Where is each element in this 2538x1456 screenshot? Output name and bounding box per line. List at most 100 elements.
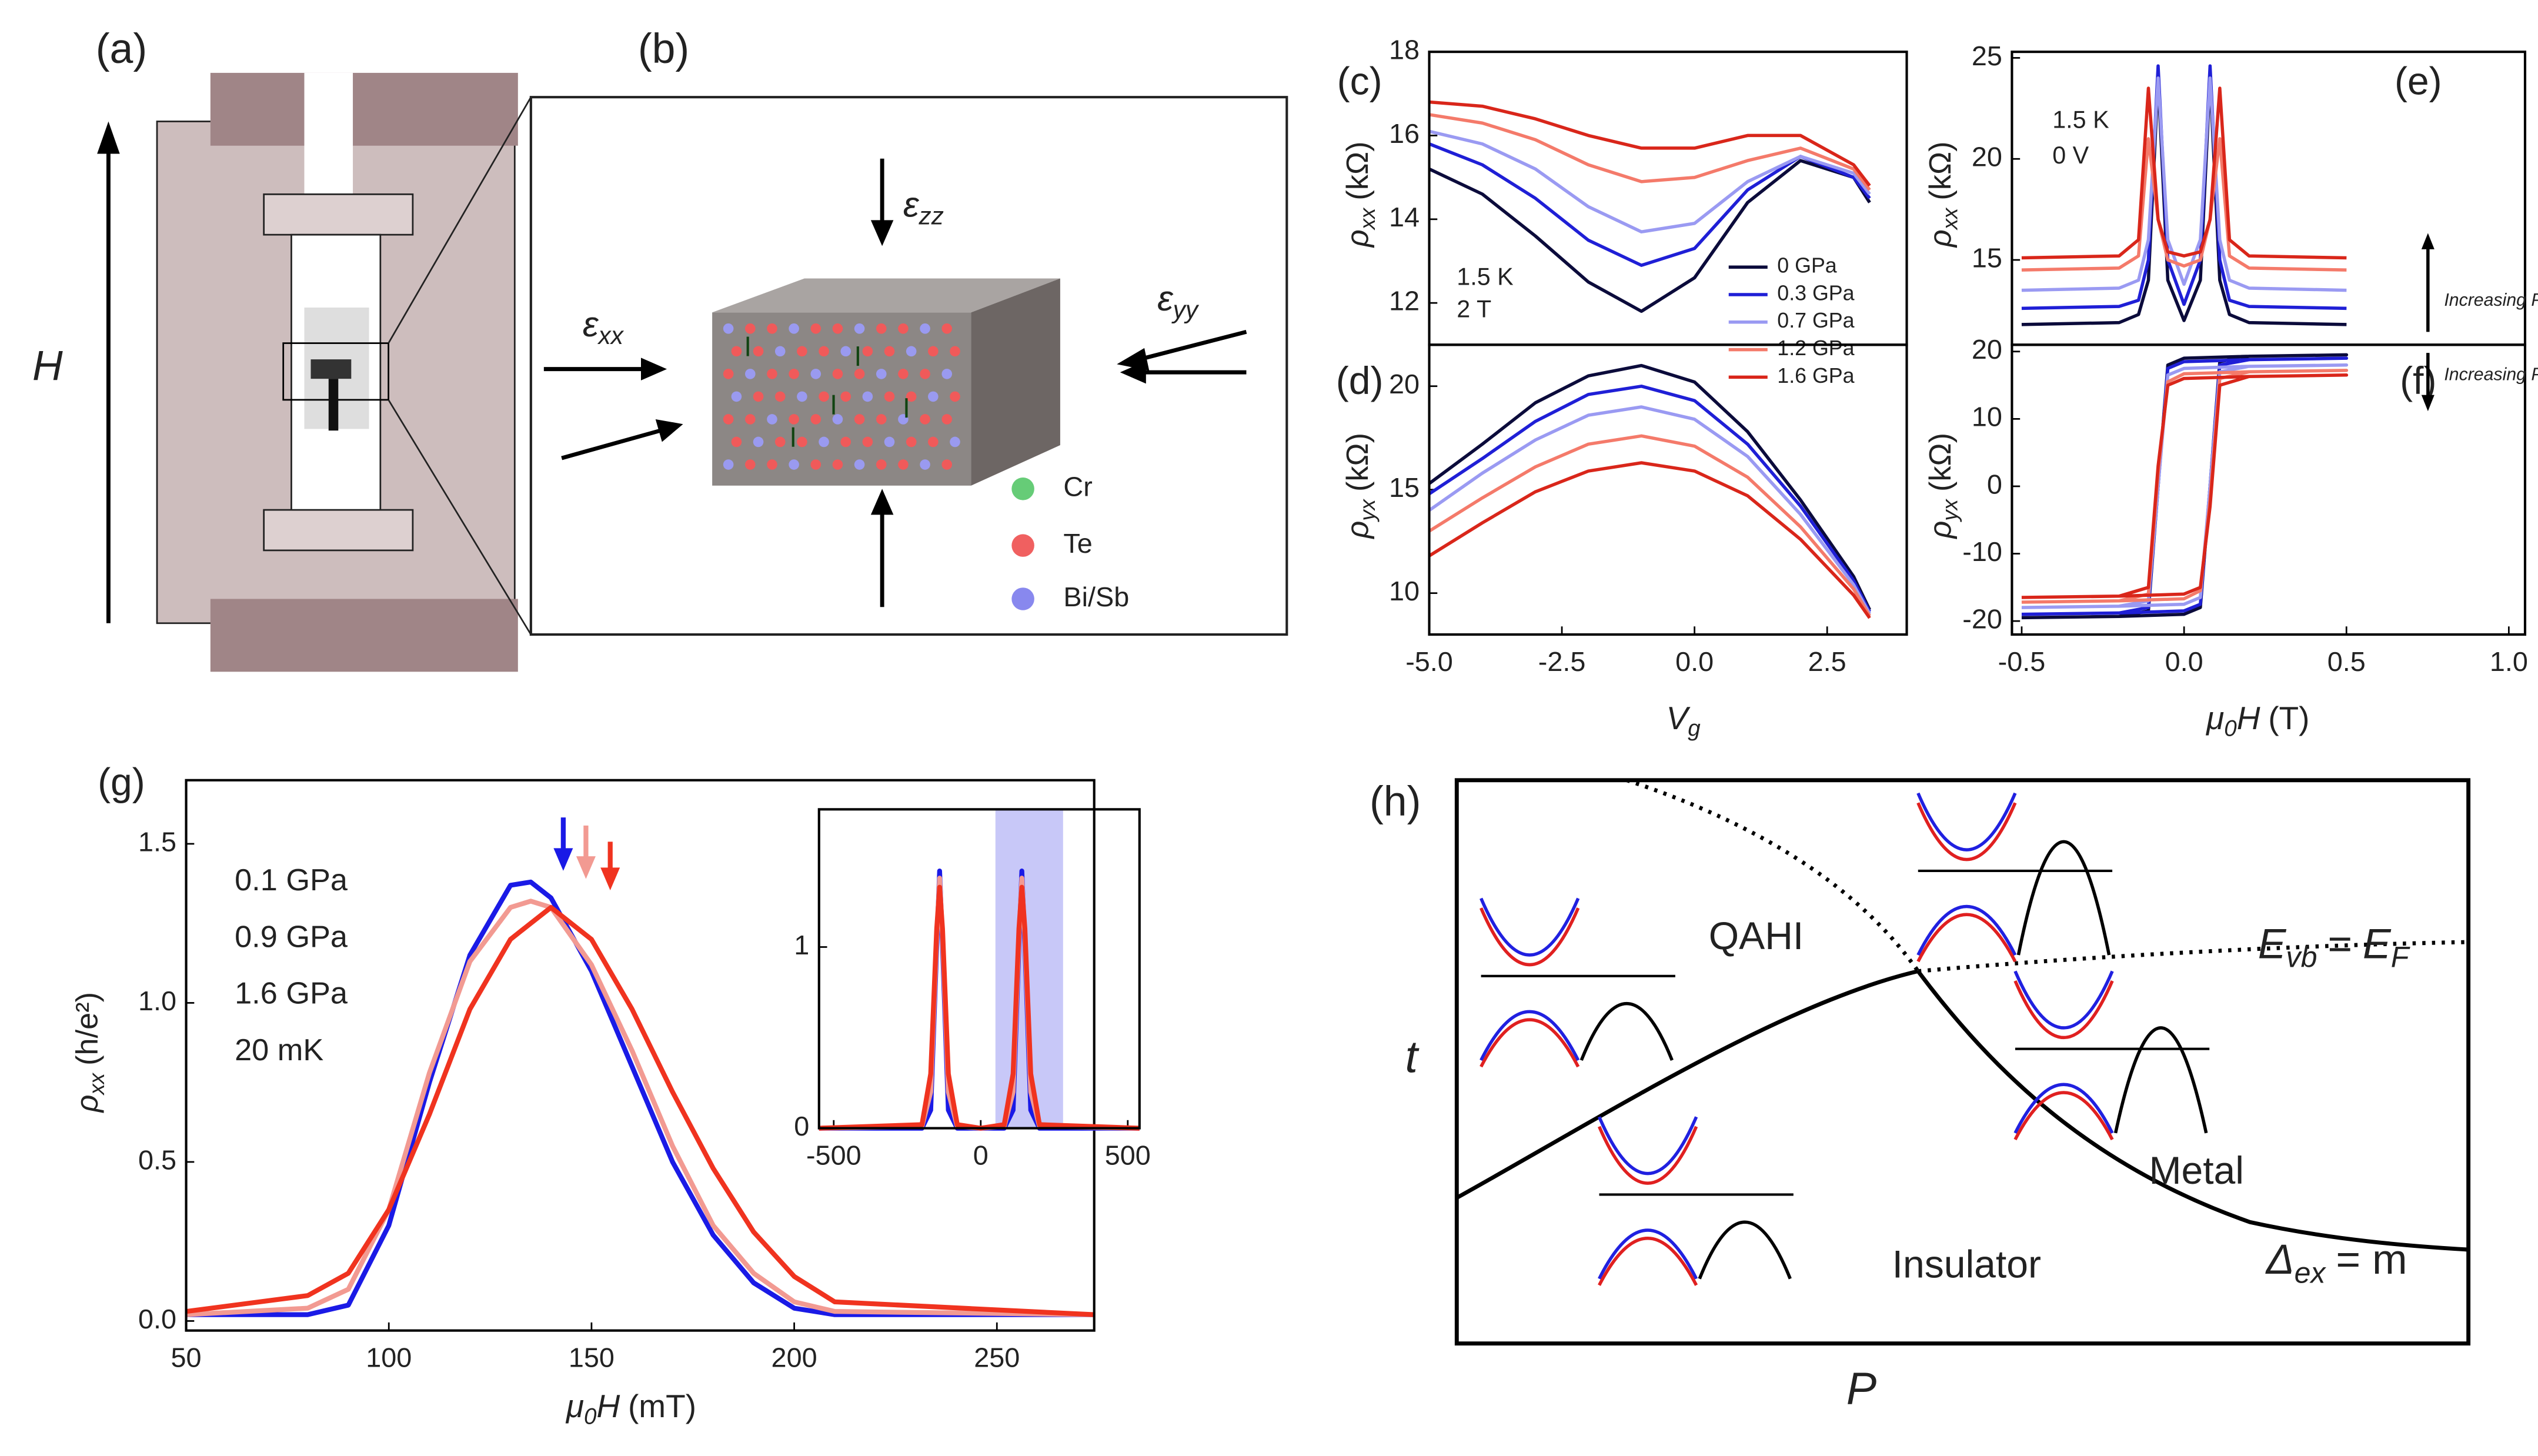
label-part: ρ [1341,521,1375,540]
phase-label: Metal [2149,1148,2244,1192]
series-line [819,876,1140,1131]
atom [862,346,873,357]
label-part: (kΩ) [1341,433,1375,492]
y-tick-label: 14 [1389,202,1420,232]
band-sketch [2013,970,2210,1141]
atom [767,323,777,334]
panel-label: (e) [2395,59,2442,103]
x-tick-label: 1.0 [2490,646,2528,677]
arrow-heads [641,220,1150,515]
label-part: xx [1355,207,1380,231]
atom [810,323,821,334]
legend-label: 0.9 GPa [235,920,348,954]
legend-dot [1011,477,1034,500]
series-line [1428,385,1871,613]
plot-frame [817,808,1141,1130]
atom [832,369,843,379]
atom [941,369,953,379]
chart: 12 14 16 18(c) ρxx (kΩ) 1.5 K 2 T 0 GPa 0.3 GPa 0.… [1337,34,1908,388]
label-part: (kΩ) [1341,142,1375,201]
panel-label: (d) [1336,359,1384,402]
rich-label: εzz [903,184,944,229]
y-tick-label: 0 [794,1111,809,1141]
label-part: V [1667,699,1691,736]
atom [920,369,930,379]
atom [928,346,939,357]
series-line [1428,129,1871,233]
series-line [2021,137,2347,272]
atom [941,414,953,425]
band [2113,1026,2208,1134]
arrow-head [641,358,667,380]
strain-arrows [543,158,1247,607]
atom [723,414,734,425]
atom [819,346,829,357]
atom [819,436,829,448]
atom [767,459,777,470]
peak-arrows [553,817,620,890]
band [1598,1237,1698,1286]
legend-label: 1.2 GPa [1777,336,1854,360]
plot-frame [185,779,1096,1332]
atom [906,346,917,357]
label-part: yy [1171,296,1200,323]
rich-label: Δex = m [2265,1236,2407,1290]
x-tick-label: 250 [974,1343,1020,1373]
atom [876,414,887,425]
rich-label: ρyx (kΩ) [1923,433,1962,540]
atom [950,391,960,402]
label-part: (kΩ) [1923,433,1958,492]
x-tick-label: -2.5 [1538,646,1586,677]
atom [744,369,756,379]
band [1916,802,2017,861]
atom [928,391,939,402]
atom [744,323,756,334]
boundary [1455,969,1919,1200]
rich-label: μ0H (mT) [565,1387,696,1429]
atom [941,323,953,334]
series-line [1429,113,1871,191]
series-line [1428,461,1871,619]
y-tick-label: 15 [1389,472,1420,503]
band [2013,1091,2114,1141]
atom [884,391,895,402]
band [1480,907,1580,967]
label-part: H [2237,699,2260,736]
label-part: H [596,1387,620,1424]
atom [898,459,909,470]
legend-label: 0.3 GPa [1777,281,1854,305]
y-tick-label: 10 [1389,576,1420,606]
label-part: zz [919,202,944,230]
arrow-head [553,848,573,871]
cube-top [712,278,1060,313]
atom [810,414,821,425]
atom [906,436,917,448]
series-line [819,884,1140,1131]
annotation: 1.5 K [2052,106,2109,133]
frame [1454,778,2471,1346]
atom [810,369,821,379]
stem [328,379,339,431]
y-tick-label: 12 [1389,286,1420,316]
label-part: F [2391,941,2410,974]
arrow-head [870,220,894,246]
annotation: 2 T [1457,295,1491,322]
atom [723,369,734,379]
label-part: xx [85,1072,109,1096]
atom [723,323,734,334]
label-part: vb [2286,941,2317,974]
atom [789,369,799,379]
arrow-head [1120,360,1146,384]
atom [906,391,917,402]
annotation: 1.5 K [1457,263,1514,290]
x-tick-label: -500 [806,1140,861,1170]
annotation: 0 V [2052,142,2089,169]
sample [310,359,352,379]
label-part: ex [2295,1257,2327,1290]
atom [789,414,799,425]
x-tick-label: -5.0 [1405,646,1453,677]
